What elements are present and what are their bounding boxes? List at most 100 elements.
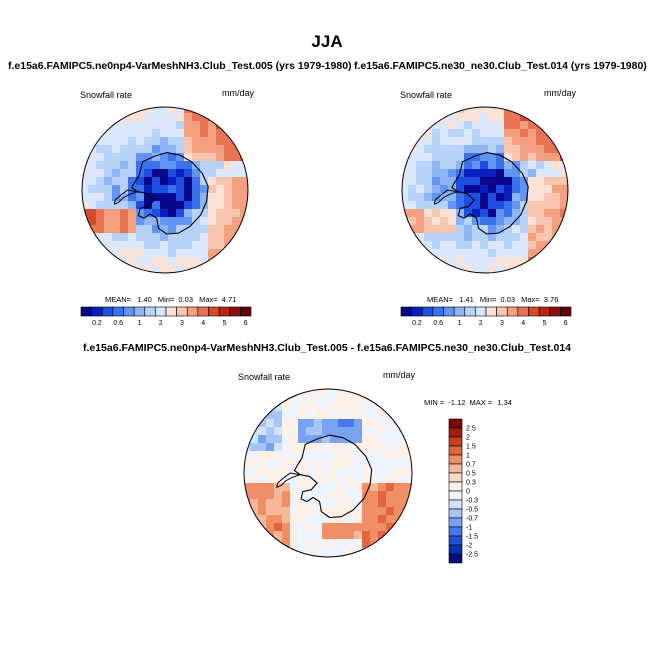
- field-cell: [346, 459, 355, 468]
- field-cell: [560, 201, 568, 210]
- field-cell: [192, 209, 201, 218]
- field-cell: [552, 153, 561, 162]
- field-cell: [432, 185, 441, 194]
- field-cell: [456, 233, 465, 242]
- field-cell: [176, 113, 185, 122]
- field-cell: [120, 209, 129, 218]
- field-cell: [208, 137, 217, 146]
- field-cell: [456, 193, 465, 202]
- colorbar-tick-label: 6: [564, 320, 568, 327]
- field-cell: [112, 169, 121, 178]
- colorbar-swatch: [144, 306, 156, 317]
- colorbar-swatch: [448, 472, 463, 483]
- field-cell: [96, 225, 105, 234]
- field-cell: [496, 177, 505, 186]
- field-cell: [144, 107, 153, 114]
- field-cell: [488, 107, 497, 114]
- field-cell: [346, 555, 355, 557]
- field-cell: [192, 129, 201, 138]
- field-cell: [104, 169, 113, 178]
- field-cell: [472, 201, 481, 210]
- field-cell: [362, 499, 371, 508]
- field-cell: [402, 459, 411, 468]
- colorbar-swatch: [448, 481, 463, 492]
- field-cell: [496, 137, 505, 146]
- field-cell: [160, 257, 169, 266]
- field-cell: [152, 177, 161, 186]
- panel2-units-label: mm/day: [544, 88, 577, 98]
- field-cell: [250, 443, 259, 452]
- field-cell: [354, 499, 363, 508]
- field-cell: [136, 225, 145, 234]
- field-cell: [416, 233, 425, 242]
- field-cell: [394, 467, 403, 476]
- field-cell: [112, 161, 121, 170]
- field-cell: [346, 483, 355, 492]
- field-cell: [362, 531, 371, 540]
- field-cell: [338, 499, 347, 508]
- field-cell: [488, 225, 497, 234]
- field-cell: [370, 411, 379, 420]
- field-cell: [402, 483, 411, 492]
- field-cell: [224, 161, 233, 170]
- peninsula-coastline: [276, 472, 301, 489]
- field-cell: [82, 185, 89, 194]
- colorbar-swatch: [165, 306, 177, 317]
- field-cell: [544, 241, 553, 250]
- field-cell: [298, 547, 307, 556]
- colorbar-tick-label: 0.3: [466, 480, 476, 487]
- colorbar-swatch: [155, 306, 167, 317]
- field-cell: [128, 121, 137, 130]
- field-cell: [520, 169, 529, 178]
- antarctica-coastline: [131, 152, 209, 235]
- field-cell: [496, 107, 505, 114]
- field-cell: [464, 177, 473, 186]
- field-cell: [378, 427, 387, 436]
- colorbar-swatch: [448, 508, 463, 519]
- field-cell: [290, 419, 299, 428]
- panel3-min-label: MIN =: [424, 398, 445, 407]
- field-cell: [192, 193, 201, 202]
- field-cell: [152, 233, 161, 242]
- field-cell: [244, 451, 251, 460]
- field-cell: [370, 483, 379, 492]
- field-cell: [82, 169, 89, 178]
- field-cell: [496, 217, 505, 226]
- field-cell: [144, 209, 153, 218]
- field-cell: [330, 547, 339, 556]
- field-cell: [176, 145, 185, 154]
- field-cell: [290, 499, 299, 508]
- field-cell: [488, 249, 497, 258]
- field-cell: [224, 185, 233, 194]
- field-cell: [160, 161, 169, 170]
- field-cell: [282, 411, 291, 420]
- field-cell: [354, 491, 363, 500]
- field-cell: [464, 153, 473, 162]
- field-cell: [488, 161, 497, 170]
- field-cell: [362, 491, 371, 500]
- field-cell: [416, 201, 425, 210]
- field-cell: [330, 467, 339, 476]
- field-cell: [160, 129, 169, 138]
- field-cell: [176, 107, 185, 114]
- field-cell: [168, 161, 177, 170]
- field-cell: [448, 241, 457, 250]
- field-cell: [244, 467, 251, 476]
- field-cell: [424, 193, 433, 202]
- colorbar-tick-label: 1: [457, 320, 461, 327]
- field-cell: [440, 129, 449, 138]
- field-cell: [520, 257, 529, 266]
- colorbar-tick-label: -0.5: [466, 507, 478, 514]
- field-cell: [354, 459, 363, 468]
- field-cell: [184, 121, 193, 130]
- field-cell: [378, 467, 387, 476]
- field-cell: [184, 257, 193, 266]
- field-cell: [456, 137, 465, 146]
- panel1-min-label: Min=: [157, 295, 175, 304]
- field-cell: [512, 209, 521, 218]
- field-cell: [370, 475, 379, 484]
- field-cell: [536, 217, 545, 226]
- field-cell: [240, 209, 248, 218]
- field-cell: [184, 161, 193, 170]
- field-cell: [112, 193, 121, 202]
